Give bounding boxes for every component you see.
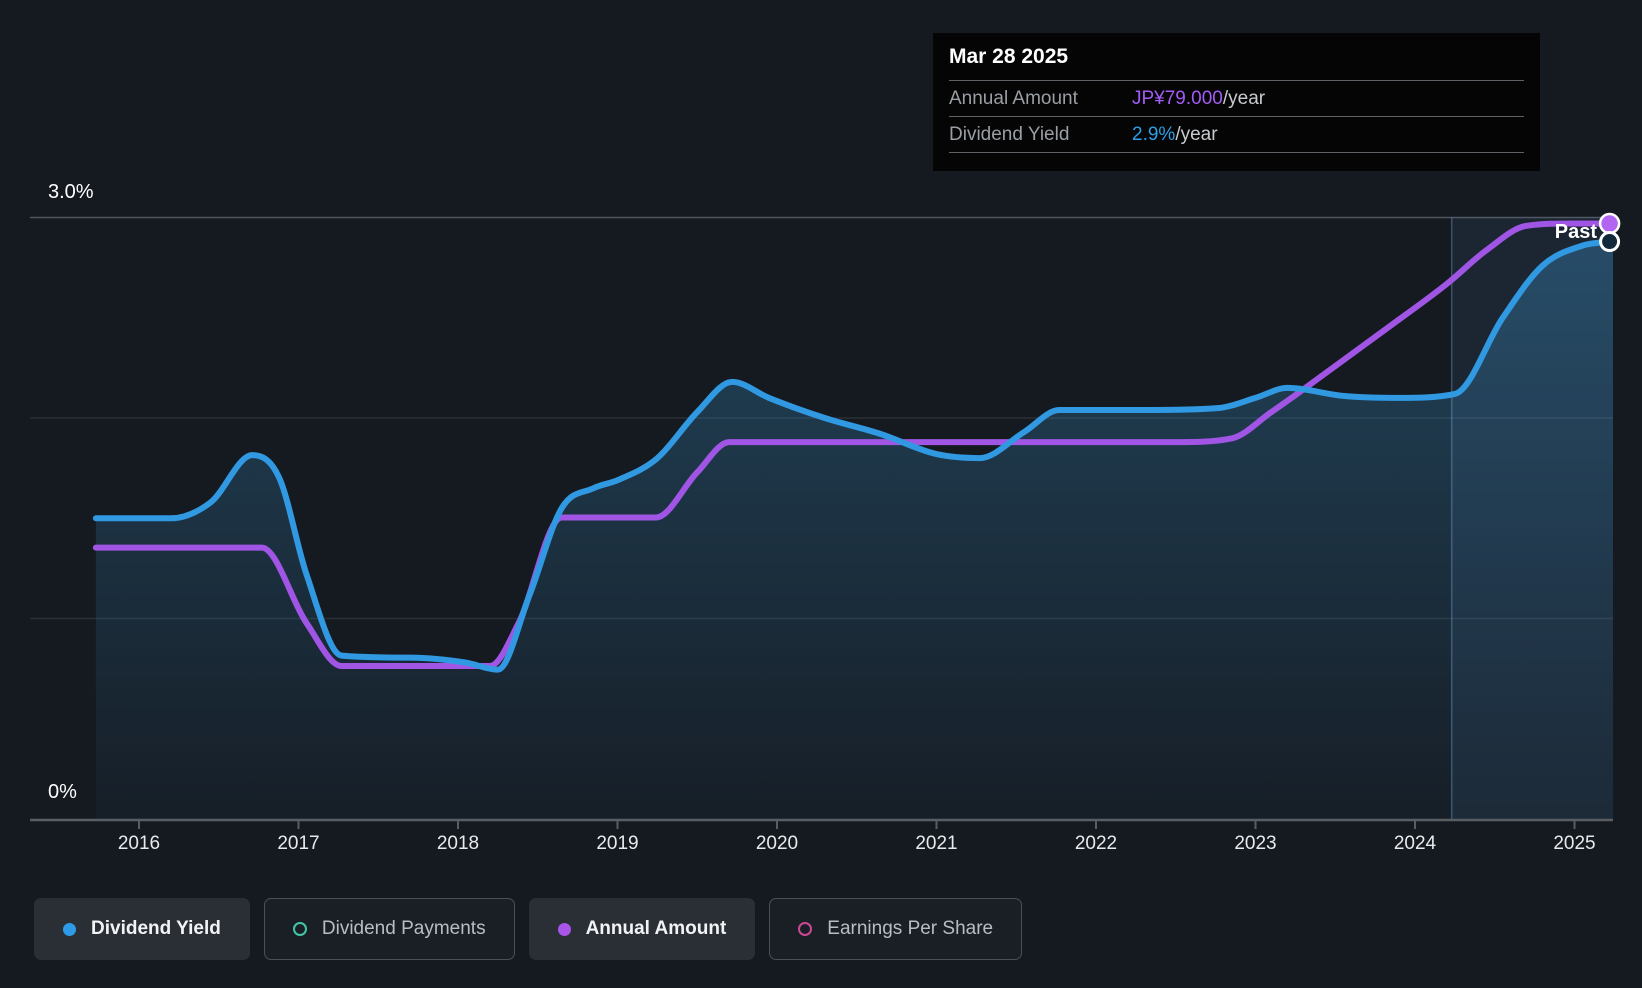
- annual-amount-end-marker: [1598, 212, 1621, 235]
- legend-item-dividend-payments[interactable]: Dividend Payments: [263, 898, 515, 960]
- x-axis-label-2016: 2016: [117, 833, 161, 854]
- legend-item-label: Annual Amount: [585, 918, 727, 939]
- dividend-yield-marker-icon: [63, 922, 76, 936]
- tooltip-row-annual-amount: Annual Amount JP¥79.000/year: [949, 81, 1524, 117]
- x-axis-label-2018: 2018: [436, 833, 480, 854]
- legend-item-dividend-yield[interactable]: Dividend Yield: [34, 898, 250, 960]
- legend-item-label: Earnings Per Share: [827, 918, 994, 939]
- legend-item-label: Dividend Yield: [91, 918, 221, 939]
- annual-amount-line: [92, 220, 1613, 670]
- tooltip-value: JP¥79.000: [1132, 87, 1223, 109]
- tooltip-date: Mar 28 2025: [949, 33, 1524, 81]
- dividend-yield-end-marker: [1599, 231, 1621, 253]
- dividend-yield-area: [95, 241, 1613, 820]
- dividend-payments-marker-icon: [292, 922, 307, 936]
- tooltip-row-dividend-yield: Dividend Yield 2.9%/year: [949, 117, 1524, 153]
- x-axis-label-2023: 2023: [1234, 833, 1277, 854]
- x-axis-label-2022: 2022: [1074, 833, 1118, 854]
- annual-amount-marker-icon: [557, 922, 571, 936]
- earnings-per-share-marker-icon: [798, 922, 813, 936]
- tooltip-value: 2.9%: [1132, 123, 1176, 145]
- x-axis-label-2020: 2020: [755, 833, 799, 854]
- legend-item-earnings-per-share[interactable]: Earnings Per Share: [769, 898, 1023, 960]
- x-axis-label-2024: 2024: [1393, 833, 1437, 854]
- tooltip-label: Annual Amount: [949, 87, 1078, 109]
- x-axis-label-2019: 2019: [596, 833, 639, 854]
- y-axis-label-0pct: 0%: [48, 781, 77, 803]
- x-axis-label-2021: 2021: [915, 833, 958, 854]
- chart-tooltip: Mar 28 2025 Annual Amount JP¥79.000/year…: [933, 33, 1540, 171]
- legend-item-label: Dividend Payments: [321, 918, 486, 939]
- past-region-label: Past: [1554, 221, 1597, 243]
- x-axis-label-2025: 2025: [1553, 833, 1596, 854]
- tooltip-suffix: /year: [1175, 123, 1218, 145]
- x-axis-label-2017: 2017: [277, 833, 320, 854]
- chart-legend: Dividend Yield Dividend Payments Annual Am…: [34, 898, 1023, 960]
- y-axis-label-3pct: 3.0%: [48, 181, 94, 203]
- dividend-yield-line: [92, 238, 1613, 673]
- legend-item-annual-amount[interactable]: Annual Amount: [528, 898, 756, 960]
- past-highlight-region: [1451, 217, 1613, 819]
- tooltip-suffix: /year: [1222, 87, 1266, 109]
- tooltip-label: Dividend Yield: [949, 123, 1070, 145]
